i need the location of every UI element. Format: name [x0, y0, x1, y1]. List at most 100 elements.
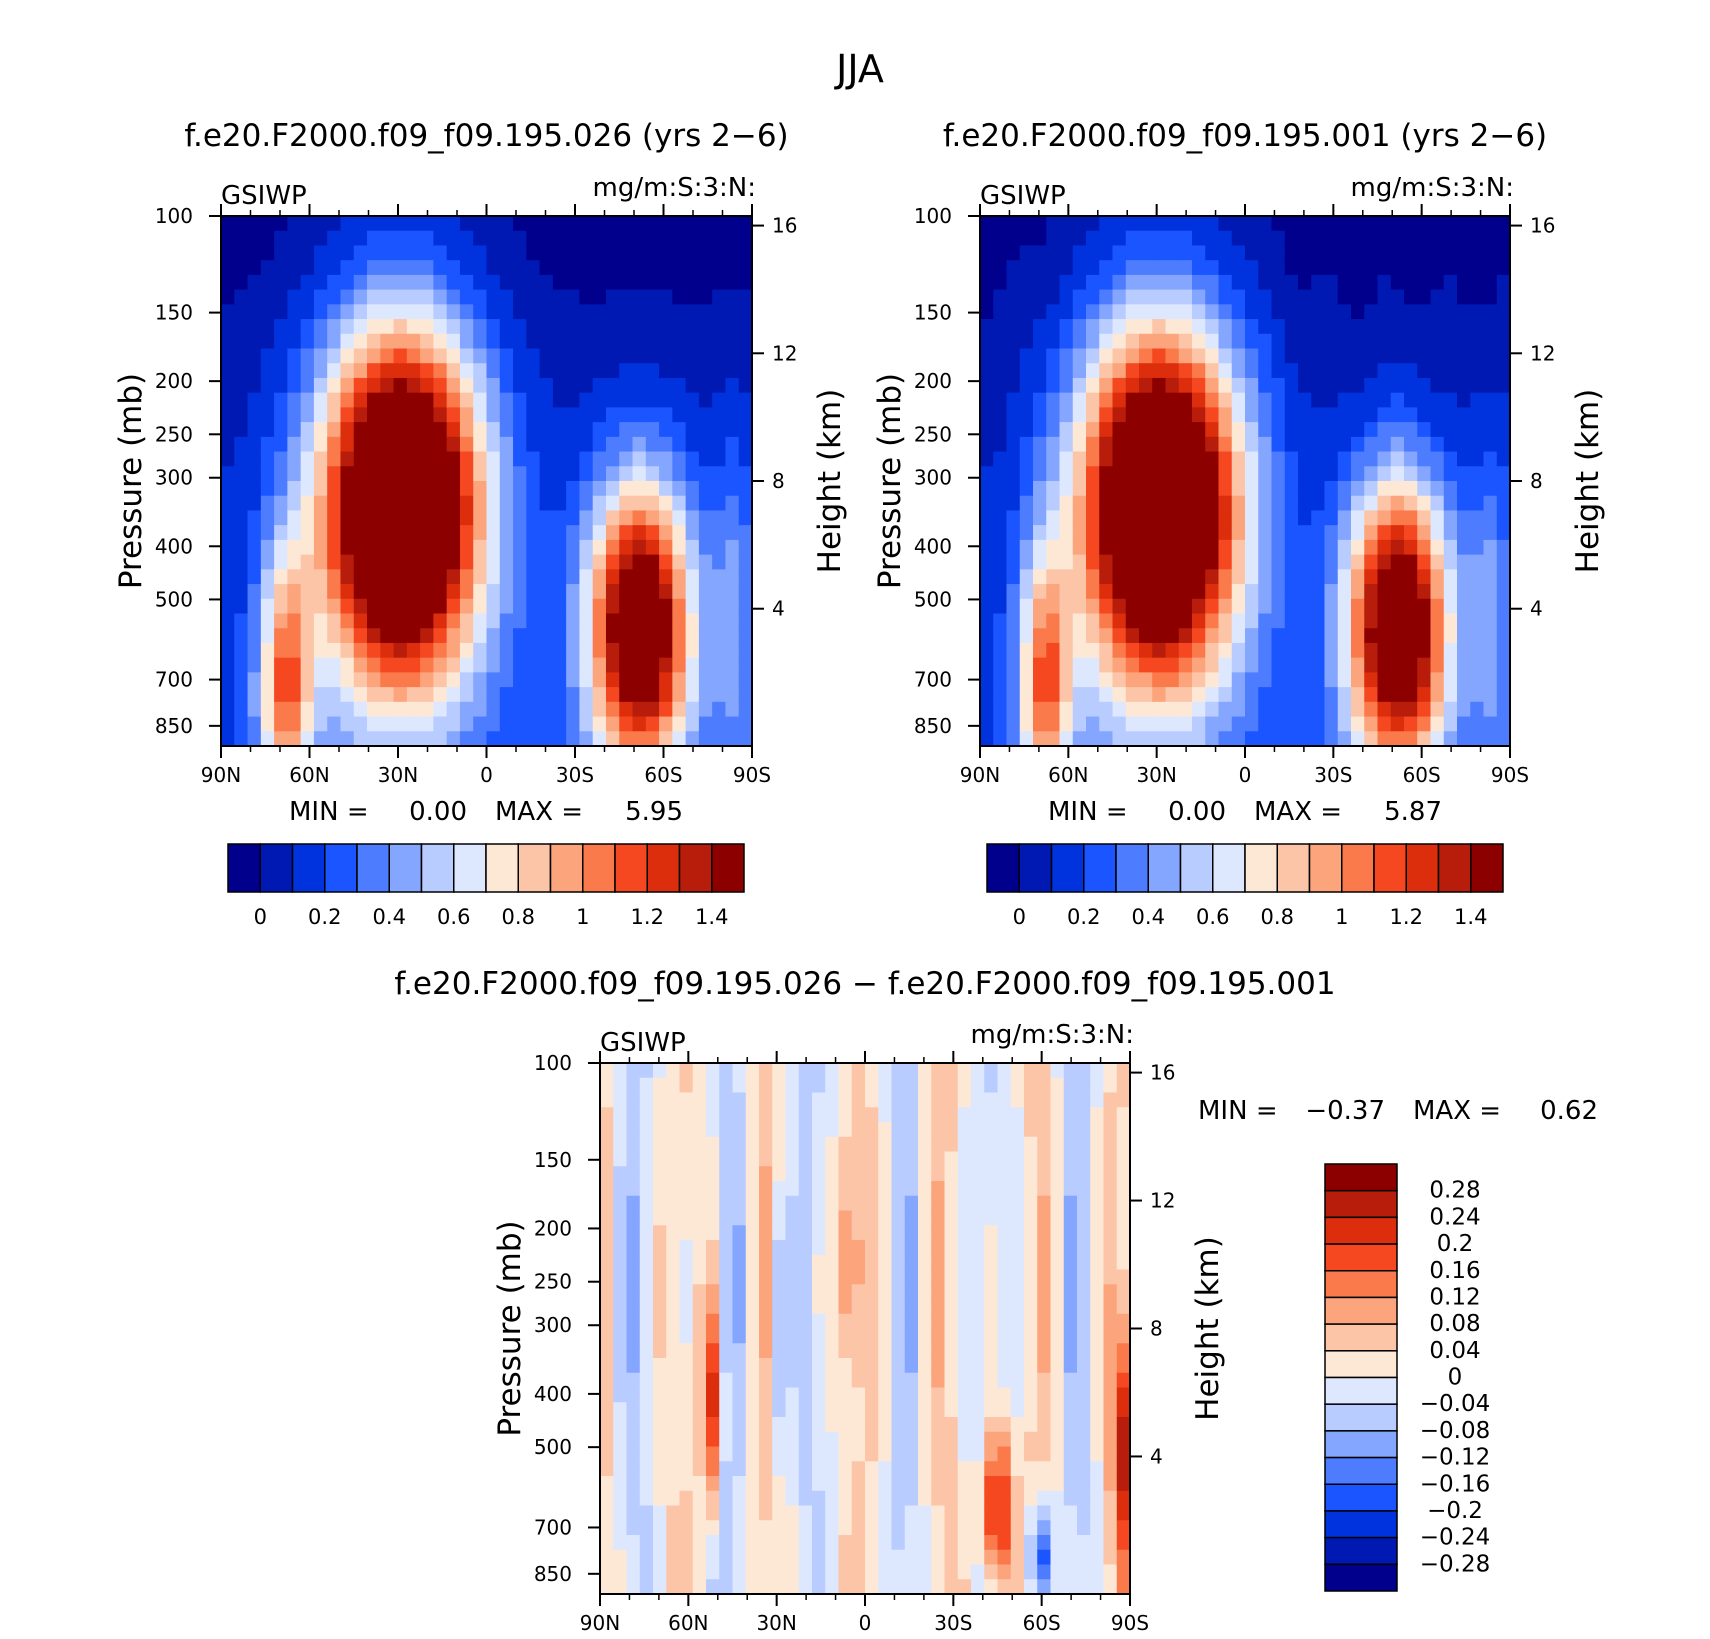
heatmap-cell	[1077, 1372, 1091, 1389]
heatmap-cell	[732, 1535, 747, 1551]
heatmap-cell	[274, 584, 288, 600]
heatmap-cell	[997, 1240, 1012, 1256]
heatmap-cell	[653, 1549, 667, 1566]
heatmap-cell	[605, 348, 620, 364]
heatmap-cell	[706, 1446, 720, 1462]
heatmap-cell	[732, 1313, 747, 1330]
heatmap-cell	[1072, 510, 1087, 526]
heatmap-cell	[1390, 451, 1405, 467]
heatmap-cell	[745, 1166, 760, 1182]
heatmap-cell	[1090, 1166, 1105, 1182]
heatmap-cell	[1033, 510, 1047, 526]
heatmap-cell	[1271, 377, 1286, 394]
heatmap-cell	[619, 510, 634, 526]
heatmap-cell	[459, 598, 474, 615]
heatmap-cell	[1457, 569, 1471, 585]
heatmap-cell	[300, 304, 315, 320]
heatmap-cell	[260, 584, 275, 600]
heatmap-cell	[1103, 1372, 1118, 1389]
max-value: 5.87	[1384, 797, 1442, 827]
heatmap-cell	[971, 1372, 985, 1389]
heatmap-cell	[380, 584, 395, 600]
heatmap-cell	[759, 1063, 773, 1079]
heatmap-cell	[1258, 377, 1273, 394]
heatmap-cell	[798, 1151, 813, 1167]
heatmap-cell	[706, 1417, 720, 1433]
heatmap-cell	[513, 716, 527, 732]
heatmap-cell	[1090, 1417, 1105, 1433]
y-tick-label: 250	[534, 1270, 572, 1294]
heatmap-cell	[1086, 392, 1100, 408]
heatmap-cell	[980, 672, 994, 688]
heatmap-cell	[1417, 672, 1432, 688]
heatmap-cell	[1152, 613, 1167, 629]
heatmap-cell	[1351, 613, 1365, 629]
heatmap-cell	[420, 422, 434, 438]
heatmap-cell	[1258, 451, 1273, 467]
heatmap-cell	[526, 363, 541, 379]
heatmap-cell	[812, 1417, 826, 1433]
heatmap-cell	[1231, 554, 1246, 570]
heatmap-cell	[1072, 363, 1087, 379]
heatmap-cell	[1337, 539, 1352, 556]
heatmap-cell	[1457, 731, 1471, 747]
heatmap-cell	[1024, 1240, 1038, 1256]
heatmap-cell	[632, 260, 647, 276]
heatmap-cell	[878, 1343, 893, 1359]
heatmap-cell	[1086, 407, 1100, 423]
heatmap-cell	[1324, 539, 1339, 556]
heatmap-cell	[327, 672, 342, 688]
heatmap-cell	[1231, 436, 1246, 453]
heatmap-cell	[1258, 731, 1273, 747]
heatmap-cell	[878, 1505, 893, 1521]
heatmap-cell	[772, 1505, 787, 1521]
heatmap-cell	[1417, 274, 1432, 291]
heatmap-cell	[666, 1579, 681, 1595]
heatmap-cell	[1390, 569, 1405, 585]
heatmap-cell	[632, 510, 647, 526]
heatmap-cell	[539, 333, 554, 350]
heatmap-cell	[944, 1284, 959, 1300]
heatmap-cell	[1152, 657, 1167, 673]
heatmap-cell	[1006, 289, 1021, 305]
heatmap-cell	[526, 510, 541, 526]
heatmap-cell	[1077, 1476, 1091, 1492]
heatmap-cell	[1072, 348, 1087, 364]
heatmap-cell	[1006, 716, 1021, 732]
heatmap-cell	[732, 1446, 747, 1462]
heatmap-cell	[1112, 274, 1127, 291]
heatmap-cell	[725, 628, 740, 644]
heatmap-cell	[798, 1402, 813, 1418]
heatmap-cell	[473, 539, 488, 556]
y-tick-label: 500	[914, 587, 952, 611]
heatmap-cell	[1390, 716, 1405, 732]
heatmap-cell	[459, 642, 474, 659]
heatmap-cell	[1086, 348, 1100, 364]
heatmap-cell	[812, 1299, 826, 1315]
heatmap-cell	[679, 1269, 694, 1285]
heatmap-cell	[626, 1579, 641, 1595]
heatmap-cell	[1271, 525, 1286, 541]
heatmap-cell	[247, 539, 262, 556]
heatmap-cell	[613, 1535, 628, 1551]
heatmap-cell	[446, 216, 461, 232]
heatmap-cell	[1483, 304, 1498, 320]
heatmap-cell	[1010, 1299, 1025, 1315]
heatmap-cell	[367, 348, 381, 364]
heatmap-cell	[971, 1490, 985, 1507]
heatmap-cell	[851, 1343, 866, 1359]
heatmap-cell	[367, 554, 381, 570]
heatmap-cell	[600, 1151, 614, 1167]
heatmap-cell	[1192, 510, 1206, 526]
heatmap-cell	[1116, 1372, 1131, 1389]
max-value: 0.62	[1540, 1096, 1598, 1126]
heatmap-cell	[891, 1476, 906, 1492]
heatmap-cell	[353, 539, 368, 556]
heatmap-cell	[600, 1402, 614, 1418]
heatmap-cell	[1125, 539, 1140, 556]
heatmap-cell	[1271, 539, 1286, 556]
heatmap-cell	[878, 1151, 893, 1167]
heatmap-cell	[639, 1387, 654, 1403]
heatmap-cell	[692, 1107, 707, 1123]
heatmap-cell	[812, 1181, 826, 1197]
